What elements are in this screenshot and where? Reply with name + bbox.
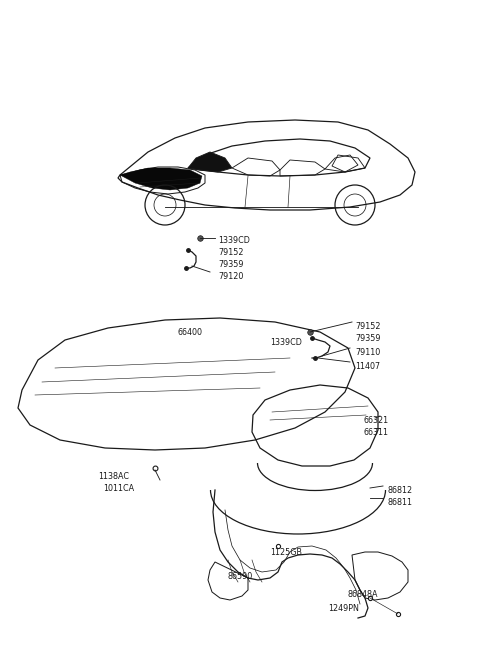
Text: 1339CD: 1339CD	[270, 338, 302, 347]
Text: 86812: 86812	[387, 486, 412, 495]
Text: 1011CA: 1011CA	[103, 484, 134, 493]
Text: 66311: 66311	[363, 428, 388, 437]
Text: 79120: 79120	[218, 272, 243, 281]
Text: 66321: 66321	[363, 416, 388, 425]
Text: 66400: 66400	[178, 328, 203, 337]
Polygon shape	[120, 168, 202, 190]
Text: 86848A: 86848A	[348, 590, 379, 599]
Text: 79152: 79152	[218, 248, 243, 257]
Text: 79359: 79359	[355, 334, 381, 343]
Text: 11407: 11407	[355, 362, 380, 371]
Text: 1125GB: 1125GB	[270, 548, 302, 557]
Text: 79110: 79110	[355, 348, 380, 357]
Text: 1138AC: 1138AC	[98, 472, 129, 481]
Text: 79359: 79359	[218, 260, 243, 269]
Text: 1249PN: 1249PN	[328, 604, 359, 613]
Text: 79152: 79152	[355, 322, 381, 331]
Text: 86811: 86811	[387, 498, 412, 507]
Text: 86590: 86590	[228, 572, 253, 581]
Polygon shape	[188, 152, 232, 172]
Text: 1339CD: 1339CD	[218, 236, 250, 245]
